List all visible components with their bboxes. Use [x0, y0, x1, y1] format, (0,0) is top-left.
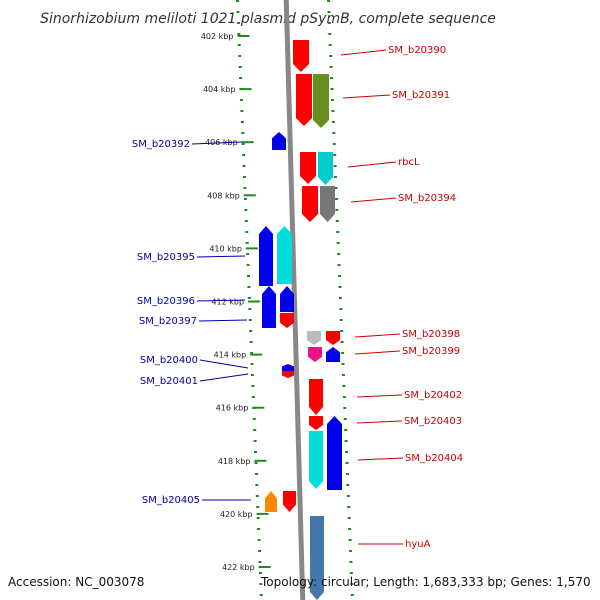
label-leader-line [357, 457, 404, 461]
gene-feature-sm_b20398-cog[interactable] [307, 331, 321, 345]
gene-feature-sm_b20395[interactable] [259, 226, 273, 286]
sequence-backbone [283, 0, 306, 600]
gene-feature-sm_b20405-cog[interactable] [265, 491, 277, 512]
gene-label-right[interactable]: SM_b20399 [402, 346, 460, 357]
gene-feature-sm_b20391[interactable] [296, 74, 312, 126]
label-leader-line [356, 420, 403, 424]
map-title: Sinorhizobium meliloti 1021 plasmid pSym… [40, 11, 496, 27]
label-leader-line [347, 161, 397, 168]
gene-feature-sm_b20396[interactable] [262, 286, 276, 328]
gene-feature-sm_b20397[interactable] [280, 286, 294, 312]
label-leader-line [342, 94, 391, 99]
gene-label-left[interactable]: SM_b20401 [140, 376, 198, 387]
label-leader-line [350, 197, 397, 203]
gene-label-right[interactable]: SM_b20394 [398, 193, 456, 204]
gene-label-right[interactable]: hyuA [405, 539, 431, 550]
gene-feature-sm_b20400[interactable] [326, 347, 340, 362]
label-leader-line [340, 49, 387, 56]
tick-label: 402 kbp [201, 32, 234, 41]
gene-label-left[interactable]: SM_b20392 [132, 139, 190, 150]
gene-feature-sm_b20398[interactable] [280, 313, 294, 328]
gene-feature-sm_b20403[interactable] [309, 379, 323, 415]
gene-label-right[interactable]: SM_b20398 [402, 329, 460, 340]
gene-feature-sm_b20399[interactable] [326, 331, 340, 345]
accession-text: Accession: NC_003078 [8, 575, 144, 589]
gene-feature-sm_b20390[interactable] [293, 40, 309, 72]
gene-feature-rbcl-cog[interactable] [318, 152, 333, 185]
gene-feature-rbcl[interactable] [300, 152, 316, 184]
gene-feature-sm_b20399-cog[interactable] [308, 347, 322, 362]
gene-label-left[interactable]: SM_b20400 [140, 355, 198, 366]
label-leader-line [354, 350, 401, 355]
summary-text: Topology: circular; Length: 1,683,333 bp… [260, 575, 591, 589]
gene-label-left[interactable]: SM_b20397 [139, 316, 197, 327]
tick-label: 408 kbp [207, 191, 240, 200]
tick-dot-rails [236, 0, 354, 596]
tick-label: 414 kbp [214, 351, 247, 360]
label-leader-line [196, 255, 246, 258]
tick-label: 422 kbp [222, 563, 255, 572]
gene-label-right[interactable]: SM_b20390 [388, 45, 446, 56]
gene-feature-sm_b20394[interactable] [302, 186, 318, 222]
gene-label-right[interactable]: SM_b20402 [404, 390, 462, 401]
gene-label-left[interactable]: SM_b20396 [137, 296, 195, 307]
gene-feature-sm_b20391-cog[interactable] [313, 74, 329, 128]
gene-feature-hyua-cog[interactable] [310, 516, 324, 600]
gene-label-right[interactable]: SM_b20403 [404, 416, 462, 427]
tick-label: 420 kbp [220, 510, 253, 519]
label-leader-line [198, 319, 248, 322]
tick-label: 418 kbp [218, 457, 251, 466]
gene-feature-hyua[interactable] [283, 491, 296, 512]
label-leader-line [356, 394, 403, 398]
gene-feature-sm_b20404-cog[interactable] [309, 431, 323, 489]
gene-feature-sm_b20402[interactable] [282, 371, 294, 378]
label-leader-line [354, 333, 401, 338]
gene-label-left[interactable]: SM_b20395 [137, 252, 195, 263]
gene-feature-sm_b20392[interactable] [272, 132, 286, 150]
gene-features [259, 40, 342, 600]
gene-feature-sm_b20405[interactable] [327, 416, 342, 490]
gene-label-left[interactable]: SM_b20405 [142, 495, 200, 506]
gene-feature-sm_b20401[interactable] [282, 364, 294, 371]
gene-label-right[interactable]: SM_b20391 [392, 90, 450, 101]
label-leader-line [196, 299, 246, 302]
tick-label: 410 kbp [209, 244, 242, 253]
gene-label-right[interactable]: SM_b20404 [405, 453, 463, 464]
gene-feature-sm_b20394-cog[interactable] [320, 186, 335, 222]
gene-labels: SM_b20392 SM_b20395 SM_b20396 SM_b20397 SM_b… [132, 45, 463, 550]
tick-label: 412 kbp [211, 298, 244, 307]
tick-label: 416 kbp [216, 404, 249, 413]
tick-label: 404 kbp [203, 85, 236, 94]
gene-label-right[interactable]: rbcL [398, 157, 420, 168]
label-leader-line [191, 141, 243, 145]
label-leader-line [199, 359, 249, 369]
label-leader-line [199, 373, 249, 382]
gene-feature-sm_b20404[interactable] [309, 416, 323, 430]
gene-feature-sm_b20395-cog[interactable] [277, 226, 292, 284]
